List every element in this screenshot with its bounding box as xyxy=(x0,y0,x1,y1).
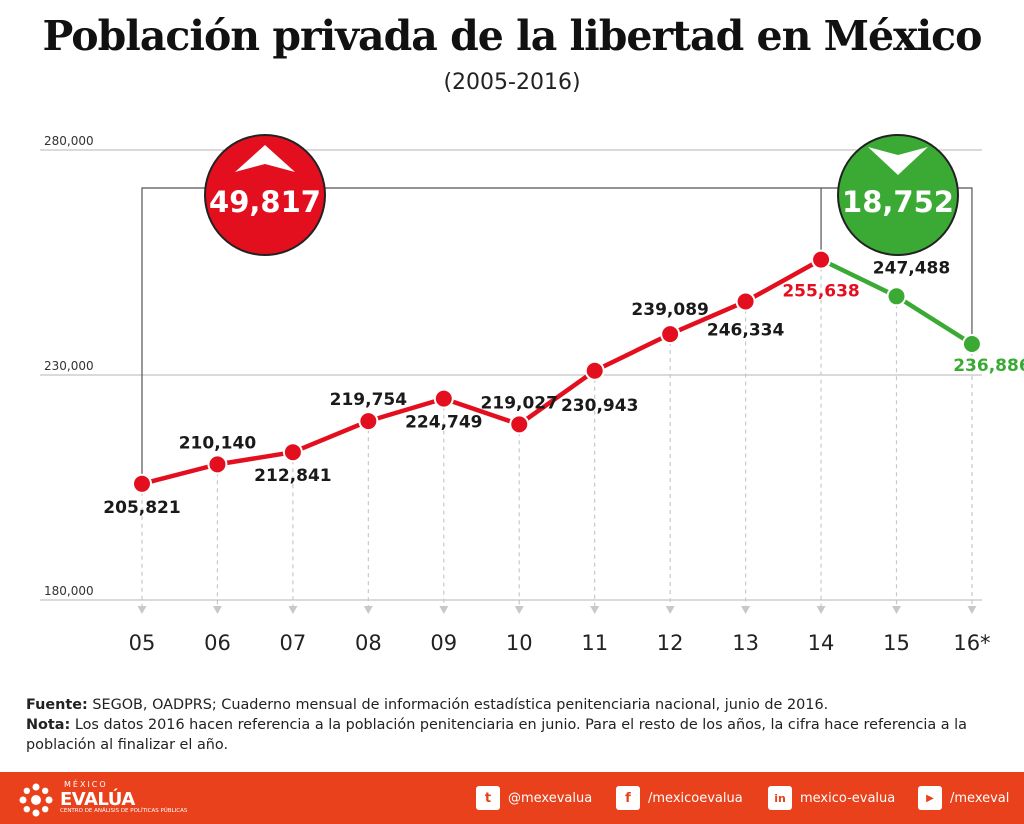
data-label: 210,140 xyxy=(179,433,257,453)
data-point xyxy=(660,324,681,345)
arrow-down-icon xyxy=(868,147,928,175)
tick-arrow xyxy=(439,606,449,614)
x-tick-label: 05 xyxy=(129,631,156,655)
increase-callout-value: 49,817 xyxy=(209,185,321,219)
data-point xyxy=(509,414,530,435)
tick-arrow xyxy=(137,606,147,614)
tick-arrow xyxy=(741,606,751,614)
data-label: 205,821 xyxy=(103,498,180,518)
data-label: 212,841 xyxy=(254,466,331,486)
x-tick-label: 15 xyxy=(883,631,910,655)
y-tick-label: 230,000 xyxy=(44,359,94,373)
linkedin-icon: in xyxy=(768,786,792,810)
x-tick-label: 07 xyxy=(280,631,307,655)
series-line-1 xyxy=(139,257,824,487)
x-tick-label: 14 xyxy=(808,631,835,655)
note-label: Nota: xyxy=(26,717,71,733)
source-text: SEGOB, OADPRS; Cuaderno mensual de infor… xyxy=(92,697,829,713)
tick-arrow xyxy=(514,606,524,614)
tick-arrow xyxy=(590,606,600,614)
data-point xyxy=(207,454,228,475)
arrow-up-icon xyxy=(235,145,295,172)
brand-tagline: CENTRO DE ANÁLISIS DE POLÍTICAS PÚBLICAS xyxy=(60,808,188,814)
tick-arrow xyxy=(967,606,977,614)
data-label: 224,749 xyxy=(405,413,482,433)
x-tick-label: 08 xyxy=(355,631,382,655)
social-linkedin[interactable]: in mexico-evalua xyxy=(768,786,895,810)
data-label: 219,754 xyxy=(330,390,408,410)
x-tick-label: 12 xyxy=(657,631,684,655)
y-tick-label: 180,000 xyxy=(44,584,94,598)
x-tick-label: 11 xyxy=(581,631,608,655)
data-label: 236,886 xyxy=(953,356,1024,376)
decrease-callout-value: 18,752 xyxy=(842,185,954,219)
data-point xyxy=(358,411,379,432)
x-tick-label: 13 xyxy=(732,631,759,655)
data-point xyxy=(584,360,605,381)
chart-title: Población privada de la libertad en Méxi… xyxy=(42,12,983,60)
data-note: Nota: Los datos 2016 hacen referencia a … xyxy=(26,715,1006,755)
youtube-icon: ▶ xyxy=(918,786,942,810)
chart-notes: Fuente: SEGOB, OADPRS; Cuaderno mensual … xyxy=(26,695,1006,755)
facebook-icon: f xyxy=(616,786,640,810)
twitter-icon: t xyxy=(476,786,500,810)
brand-name: EVALÚA xyxy=(60,789,135,810)
facebook-handle: /mexicoevalua xyxy=(648,790,743,806)
tick-arrow xyxy=(816,606,826,614)
data-point xyxy=(886,286,907,307)
x-tick-label: 09 xyxy=(430,631,457,655)
x-tick-label: 16* xyxy=(953,631,990,655)
decrease-callout-circle xyxy=(837,134,959,256)
data-point xyxy=(735,291,756,312)
source-note: Fuente: SEGOB, OADPRS; Cuaderno mensual … xyxy=(26,695,1006,715)
chart-subtitle: (2005-2016) xyxy=(443,70,581,95)
tick-arrow xyxy=(288,606,298,614)
youtube-handle: /mexeval xyxy=(950,790,1010,806)
increase-callout-circle xyxy=(204,134,326,256)
data-point xyxy=(433,388,454,409)
data-label: 247,488 xyxy=(873,258,950,278)
social-youtube[interactable]: ▶ /mexeval xyxy=(918,786,1009,810)
tick-arrow xyxy=(665,606,675,614)
increase-bracket xyxy=(141,187,822,484)
tick-arrow xyxy=(363,606,373,614)
note-text: Los datos 2016 hacen referencia a la pob… xyxy=(26,717,967,753)
data-point xyxy=(811,249,832,270)
line-chart: 280,000 230,000 180,000 205,821 210,140 212,… xyxy=(40,134,1024,655)
footer-bar: MÉXICO EVALÚA CENTRO DE ANÁLISIS DE POLÍ… xyxy=(0,772,1024,824)
twitter-handle: @mexevalua xyxy=(508,790,593,806)
linkedin-handle: mexico-evalua xyxy=(800,790,896,806)
data-label: 219,027 xyxy=(481,393,558,413)
data-label: 230,943 xyxy=(561,396,638,416)
x-tick-label: 10 xyxy=(506,631,533,655)
data-label: 246,334 xyxy=(707,320,785,340)
brand-top: MÉXICO xyxy=(64,780,108,789)
x-tick-label: 06 xyxy=(204,631,231,655)
data-point xyxy=(132,473,152,494)
source-label: Fuente: xyxy=(26,697,88,713)
data-label: 255,638 xyxy=(782,282,859,302)
asterisk-logo-icon xyxy=(19,783,53,817)
data-label: 239,089 xyxy=(631,300,708,320)
social-facebook[interactable]: f /mexicoevalua xyxy=(616,786,743,810)
data-point xyxy=(961,334,982,355)
tick-arrow xyxy=(212,606,222,614)
social-twitter[interactable]: t @mexevalua xyxy=(476,786,592,810)
tick-arrow xyxy=(892,606,901,614)
data-point xyxy=(282,442,303,463)
y-tick-label: 280,000 xyxy=(44,134,94,148)
